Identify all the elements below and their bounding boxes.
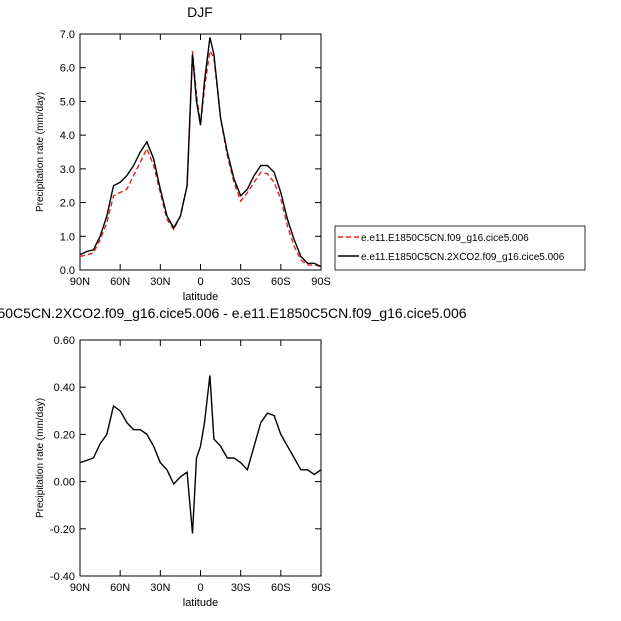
y-axis-label: Precipitation rate (mm/day) [35, 398, 46, 518]
chart-title: 50C5CN.2XCO2.f09_g16.cice5.006 - e.e11.E… [0, 305, 467, 321]
y-axis-label: Precipitation rate (mm/day) [35, 92, 46, 212]
series-line [79, 48, 322, 268]
y-tick-label: 0.00 [54, 477, 75, 489]
x-axis-label: latitude [183, 291, 218, 303]
y-tick-label: 2.0 [60, 198, 75, 210]
x-tick-label: 30S [231, 276, 251, 288]
y-tick-label: 5.0 [60, 96, 75, 108]
x-tick-label: 60N [110, 582, 130, 594]
y-tick-label: 0.40 [54, 382, 75, 394]
x-tick-label: 0 [197, 276, 203, 288]
y-tick-label: -0.20 [50, 524, 75, 536]
legend-label: e.e11.E1850C5CN.2XCO2.f09_g16.cice5.006 [361, 252, 565, 263]
x-tick-label: 60N [110, 276, 130, 288]
series-line [79, 375, 322, 534]
y-tick-label: 4.0 [60, 130, 75, 142]
x-tick-label: 30N [150, 582, 170, 594]
y-tick-label: 0.20 [54, 429, 75, 441]
plot-frame [79, 339, 322, 577]
x-tick-label: 0 [197, 582, 203, 594]
x-tick-label: 90S [311, 276, 331, 288]
chart-title: DJF [187, 4, 213, 20]
x-tick-label: 30N [150, 276, 170, 288]
x-tick-label: 90S [311, 582, 331, 594]
legend-label: e.e11.E1850C5CN.f09_g16.cice5.006 [361, 233, 529, 244]
x-tick-label: 30S [231, 582, 251, 594]
x-axis-label: latitude [183, 597, 218, 609]
y-tick-label: 0.60 [54, 335, 75, 347]
series-line [79, 37, 322, 268]
x-tick-label: 60S [271, 276, 291, 288]
legend-box [334, 225, 586, 271]
y-tick-label: 3.0 [60, 164, 75, 176]
y-tick-label: 7.0 [60, 29, 75, 41]
x-tick-label: 90N [70, 276, 90, 288]
y-tick-label: 6.0 [60, 63, 75, 75]
plot-frame [79, 33, 322, 271]
y-tick-label: 1.0 [60, 231, 75, 243]
x-tick-label: 90N [70, 582, 90, 594]
y-tick-label: -0.40 [50, 571, 75, 583]
y-tick-label: 0.0 [60, 265, 75, 277]
x-tick-label: 60S [271, 582, 291, 594]
